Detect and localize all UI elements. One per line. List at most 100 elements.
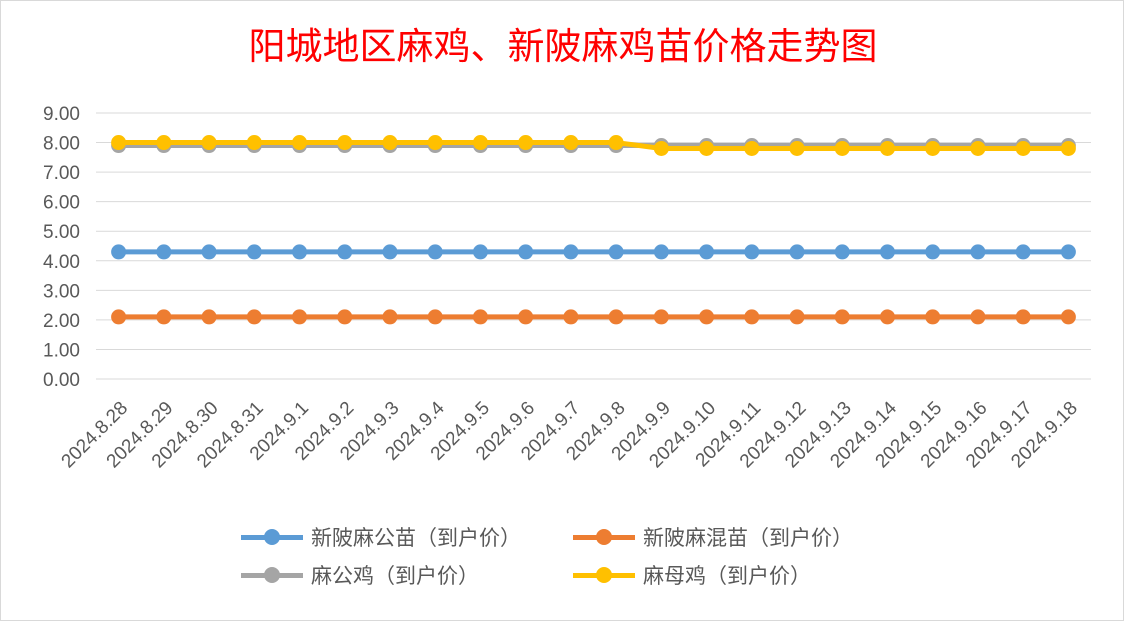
legend-swatch-marker: [264, 529, 280, 545]
data-point: [337, 309, 353, 325]
legend-swatch: [241, 565, 303, 585]
data-point: [1060, 140, 1076, 156]
legend-item: 新陂麻公苗（到户价）: [241, 519, 521, 555]
data-point: [744, 309, 760, 325]
data-point: [337, 244, 353, 260]
data-point: [111, 135, 127, 151]
data-point: [834, 140, 850, 156]
data-point: [879, 244, 895, 260]
data-point: [789, 309, 805, 325]
data-point: [608, 135, 624, 151]
data-point: [518, 135, 534, 151]
data-point: [201, 309, 217, 325]
chart-title: 阳城地区麻鸡、新陂麻鸡苗价格走势图: [248, 25, 878, 68]
data-point: [427, 244, 443, 260]
data-point: [970, 140, 986, 156]
data-point: [337, 135, 353, 151]
legend-label: 麻公鸡（到户价）: [311, 564, 479, 588]
series-4: [111, 135, 1076, 156]
data-point: [563, 244, 579, 260]
data-point: [970, 244, 986, 260]
data-point: [382, 244, 398, 260]
series-1: [111, 244, 1076, 260]
data-point: [246, 135, 262, 151]
data-point: [653, 244, 669, 260]
legend-item: 新陂麻混苗（到户价）: [573, 519, 853, 555]
data-point: [970, 309, 986, 325]
data-point: [472, 135, 488, 151]
data-point: [879, 309, 895, 325]
data-point: [111, 244, 127, 260]
data-point: [156, 309, 172, 325]
data-point: [472, 244, 488, 260]
data-point: [608, 244, 624, 260]
data-point: [563, 309, 579, 325]
y-tick-label: 1.00: [43, 340, 80, 361]
data-point: [156, 244, 172, 260]
data-point: [1015, 309, 1031, 325]
data-point: [1060, 309, 1076, 325]
data-point: [111, 309, 127, 325]
y-tick-label: 5.00: [43, 222, 80, 243]
data-point: [472, 309, 488, 325]
data-point: [246, 309, 262, 325]
legend-swatch-marker: [264, 567, 280, 583]
data-point: [156, 135, 172, 151]
series-line: [116, 140, 1071, 151]
data-point: [879, 140, 895, 156]
legend-item: 麻母鸡（到户价）: [573, 557, 811, 593]
data-point: [608, 309, 624, 325]
data-point: [925, 244, 941, 260]
legend-swatch-marker: [596, 567, 612, 583]
data-point: [925, 140, 941, 156]
data-point: [382, 135, 398, 151]
legend-label: 新陂麻公苗（到户价）: [311, 526, 521, 550]
y-tick-label: 8.00: [43, 134, 80, 155]
data-point: [1015, 244, 1031, 260]
legend-label: 新陂麻混苗（到户价）: [643, 526, 853, 550]
data-point: [834, 309, 850, 325]
y-tick-label: 4.00: [43, 252, 80, 273]
data-point: [744, 244, 760, 260]
data-point: [789, 244, 805, 260]
legend-swatch: [573, 527, 635, 547]
y-tick-label: 3.00: [43, 281, 80, 302]
data-point: [246, 244, 262, 260]
data-point: [1015, 140, 1031, 156]
series-2: [111, 309, 1076, 325]
legend-label: 麻母鸡（到户价）: [643, 564, 811, 588]
data-point: [563, 135, 579, 151]
data-point: [292, 244, 308, 260]
data-point: [201, 135, 217, 151]
data-point: [382, 309, 398, 325]
data-point: [292, 309, 308, 325]
data-point: [653, 309, 669, 325]
y-tick-label: 0.00: [43, 370, 80, 391]
data-point: [699, 309, 715, 325]
legend-item: 麻公鸡（到户价）: [241, 557, 479, 593]
legend: 新陂麻公苗（到户价） 新陂麻混苗（到户价） 麻公鸡（到户价） 麻母鸡（到户价）: [1, 519, 1124, 599]
data-point: [653, 140, 669, 156]
data-point: [789, 140, 805, 156]
data-point: [201, 244, 217, 260]
legend-swatch: [573, 565, 635, 585]
y-tick-label: 7.00: [43, 163, 80, 184]
data-point: [744, 140, 760, 156]
legend-swatch: [241, 527, 303, 547]
data-point: [925, 309, 941, 325]
data-point: [834, 244, 850, 260]
legend-swatch-marker: [596, 529, 612, 545]
data-point: [1060, 244, 1076, 260]
data-point: [518, 309, 534, 325]
data-point: [518, 244, 534, 260]
data-point: [427, 309, 443, 325]
gridlines: [96, 112, 1091, 380]
data-point: [427, 135, 443, 151]
y-tick-label: 2.00: [43, 311, 80, 332]
data-point: [292, 135, 308, 151]
data-point: [699, 140, 715, 156]
y-tick-label: 6.00: [43, 193, 80, 214]
data-point: [699, 244, 715, 260]
